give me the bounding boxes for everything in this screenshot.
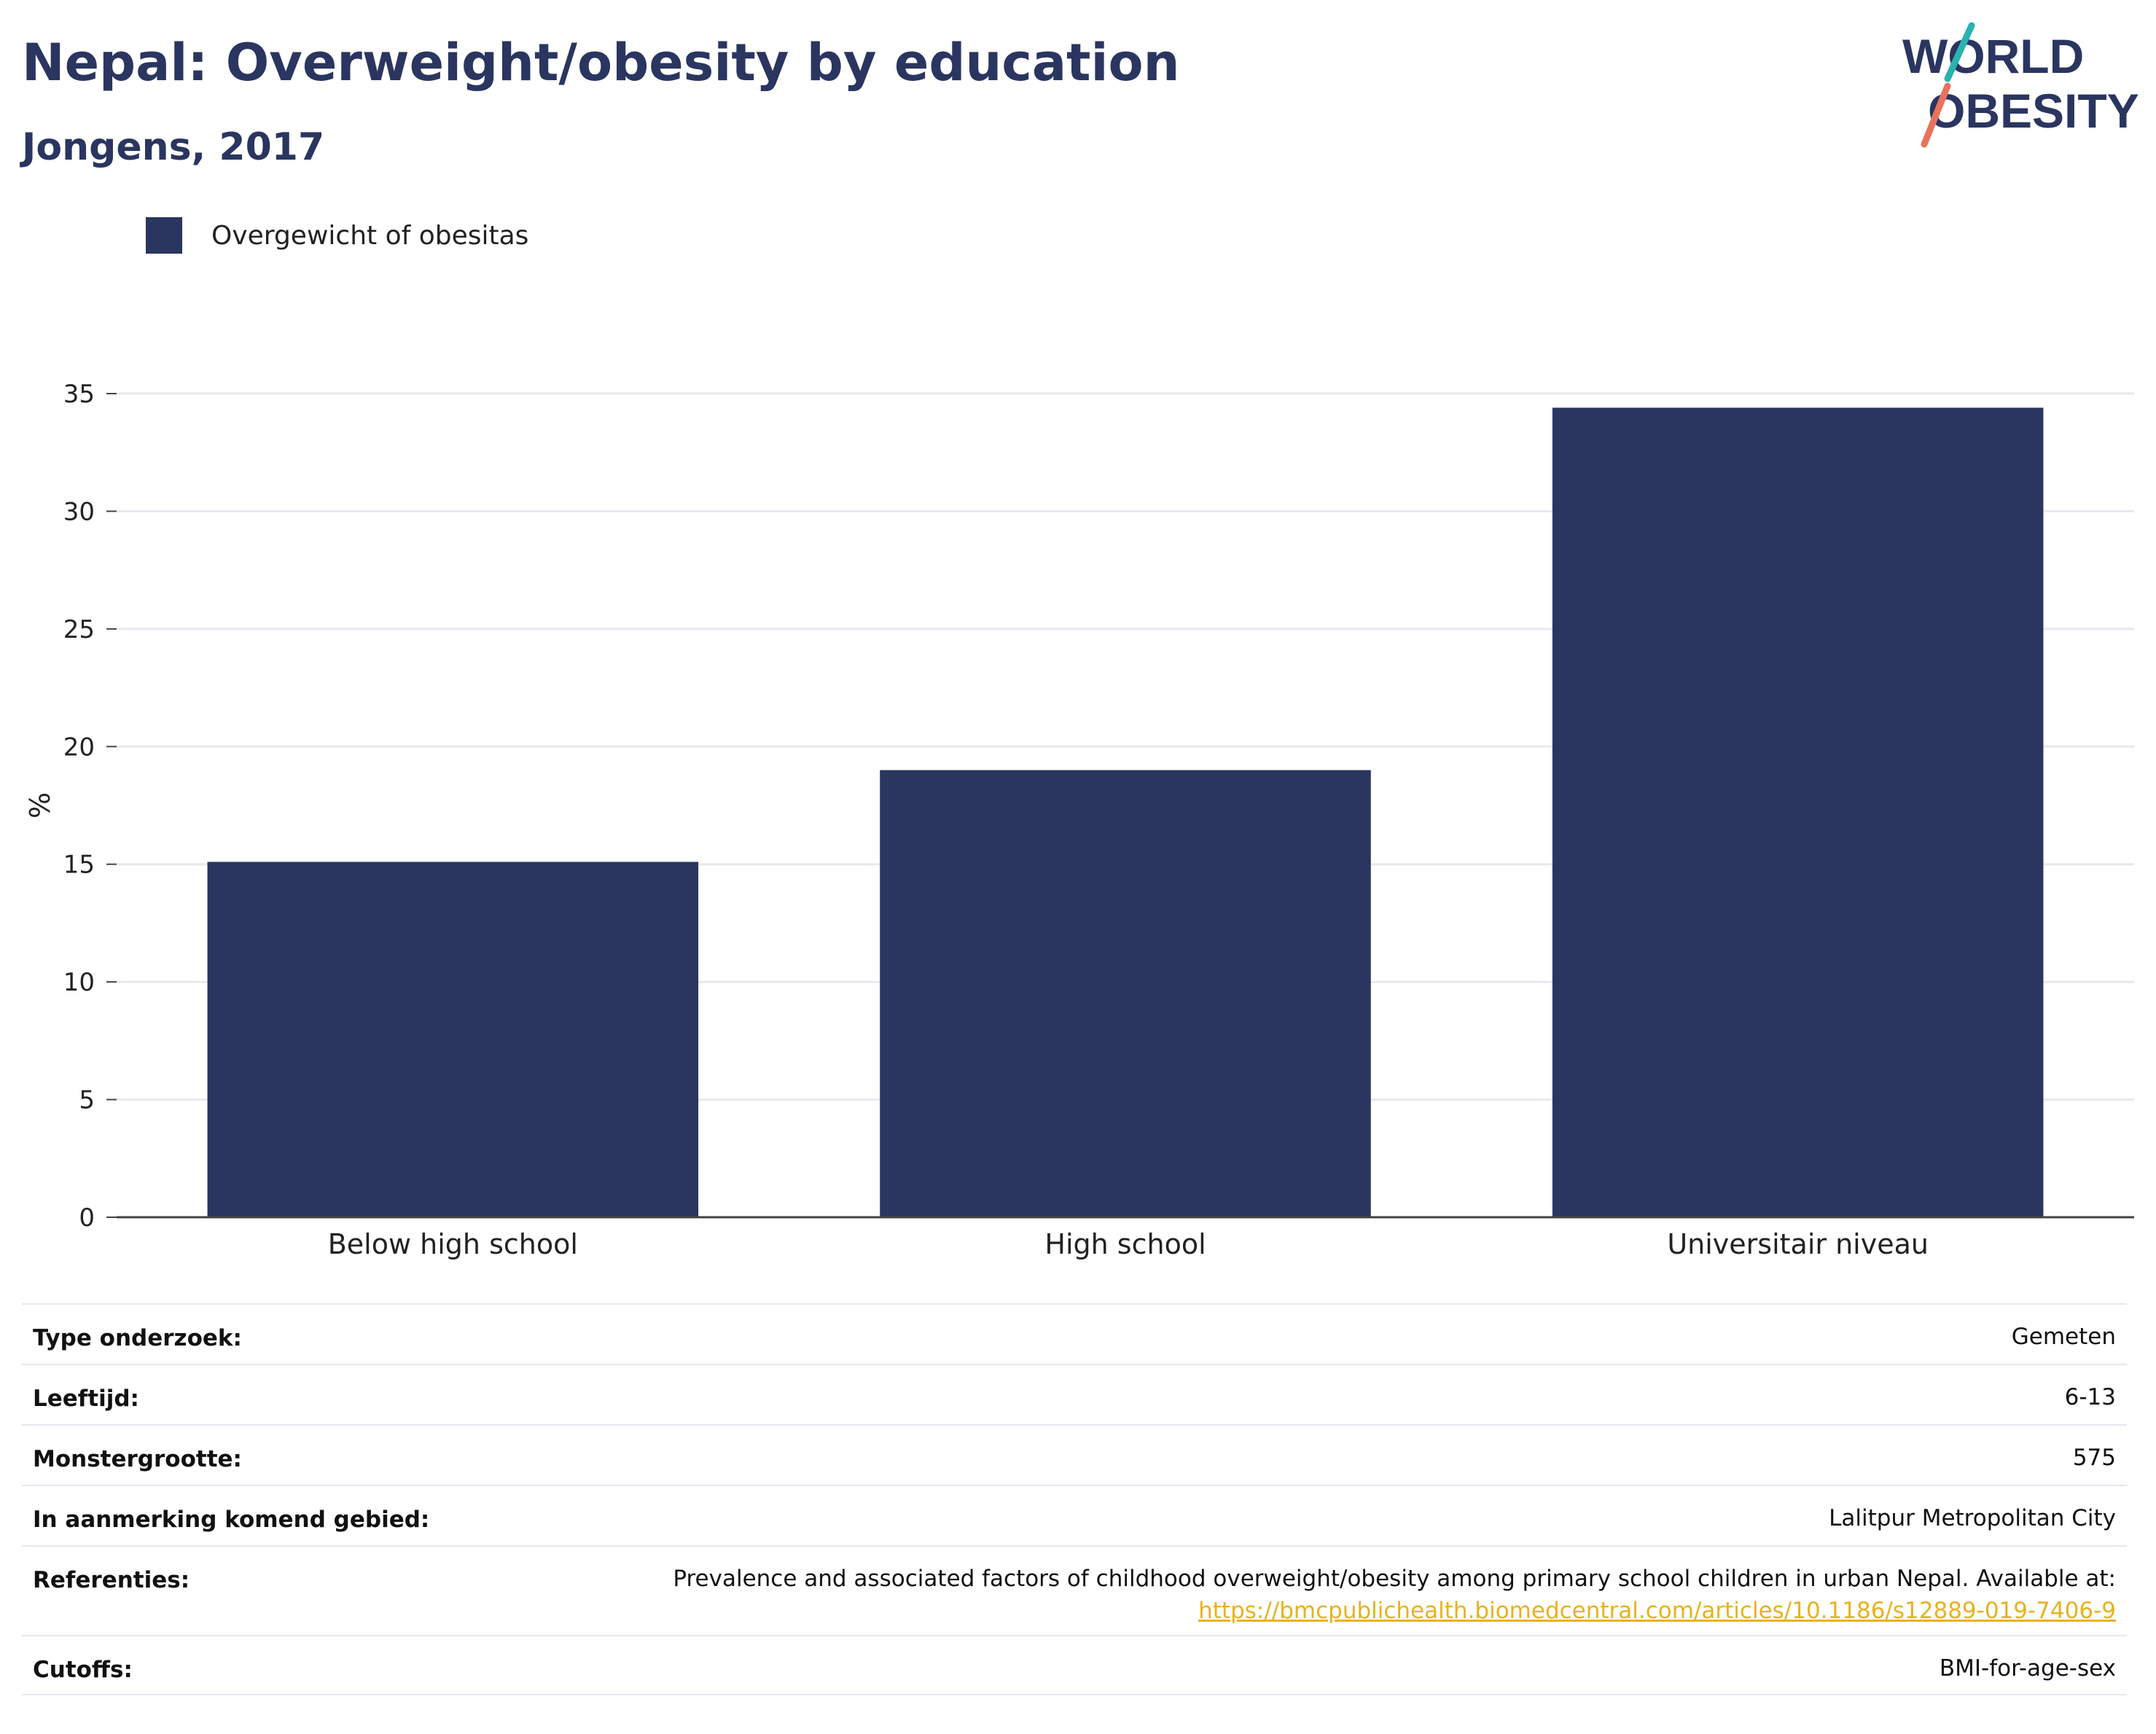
legend-swatch: [146, 217, 182, 254]
info-label: Referenties:: [33, 1567, 190, 1593]
info-value: BMI-for-age-sex: [1939, 1655, 2116, 1682]
x-tick-label: Universitair niveau: [1667, 1228, 1929, 1260]
reference-value: Prevalence and associated factors of chi…: [673, 1563, 2116, 1627]
page-subtitle: Jongens, 2017: [22, 125, 325, 169]
page-title: Nepal: Overweight/obesity by education: [22, 33, 1180, 93]
y-axis-label: %: [24, 792, 56, 819]
info-row-area: In aanmerking komend gebied: Lalitpur Me…: [22, 1485, 2127, 1545]
bar: [207, 862, 699, 1217]
info-row-cutoffs: Cutoffs: BMI-for-age-sex: [22, 1635, 2127, 1695]
info-row-sample-size: Monstergrootte: 575: [22, 1424, 2127, 1485]
x-tick-label: High school: [1044, 1228, 1206, 1260]
world-obesity-logo: WORLD OBESITY: [1902, 22, 2139, 148]
logo-line-1: WORLD: [1902, 29, 2084, 83]
info-value: 6-13: [2064, 1384, 2116, 1410]
y-tick-label: 0: [79, 1203, 95, 1233]
bar: [1552, 407, 2044, 1217]
info-label: Type onderzoek:: [33, 1325, 242, 1351]
bar-chart: 0 5 10 15 20 25 30 35% Below high school High sch…: [24, 380, 2134, 1260]
info-row-age: Leeftijd: 6-13: [22, 1364, 2127, 1424]
info-row-references: Referenties: Prevalence and associated f…: [22, 1545, 2127, 1635]
logo-line-2: OBESITY: [1928, 84, 2139, 138]
info-table: Type onderzoek: Gemeten Leeftijd: 6-13 M…: [22, 1303, 2127, 1695]
info-row-type: Type onderzoek: Gemeten: [22, 1303, 2127, 1364]
y-tick-label: 35: [63, 380, 95, 409]
y-tick-label: 5: [79, 1086, 95, 1115]
chart-legend: Overgewicht of obesitas: [146, 217, 528, 254]
info-value: Gemeten: [2011, 1324, 2116, 1350]
reference-text: Prevalence and associated factors of chi…: [673, 1566, 2116, 1592]
reference-link[interactable]: https://bmcpublichealth.biomedcentral.co…: [1198, 1598, 2116, 1624]
info-label: Leeftijd:: [33, 1386, 139, 1412]
y-tick-label: 10: [63, 968, 95, 997]
info-value: Lalitpur Metropolitan City: [1829, 1505, 2116, 1531]
logo-slash-teal: [1944, 22, 1975, 82]
y-tick-label: 25: [63, 615, 95, 644]
x-tick-label: Below high school: [328, 1228, 578, 1260]
legend-label: Overgewicht of obesitas: [211, 220, 529, 251]
bar: [880, 770, 1371, 1217]
info-label: In aanmerking komend gebied:: [33, 1507, 430, 1533]
y-tick-label: 20: [63, 733, 95, 762]
y-tick-label: 15: [63, 851, 95, 880]
logo-slash-coral: [1921, 82, 1951, 148]
info-label: Monstergrootte:: [33, 1446, 242, 1472]
info-value: 575: [2072, 1445, 2116, 1471]
info-label: Cutoffs:: [33, 1657, 133, 1683]
y-tick-label: 30: [63, 497, 95, 526]
